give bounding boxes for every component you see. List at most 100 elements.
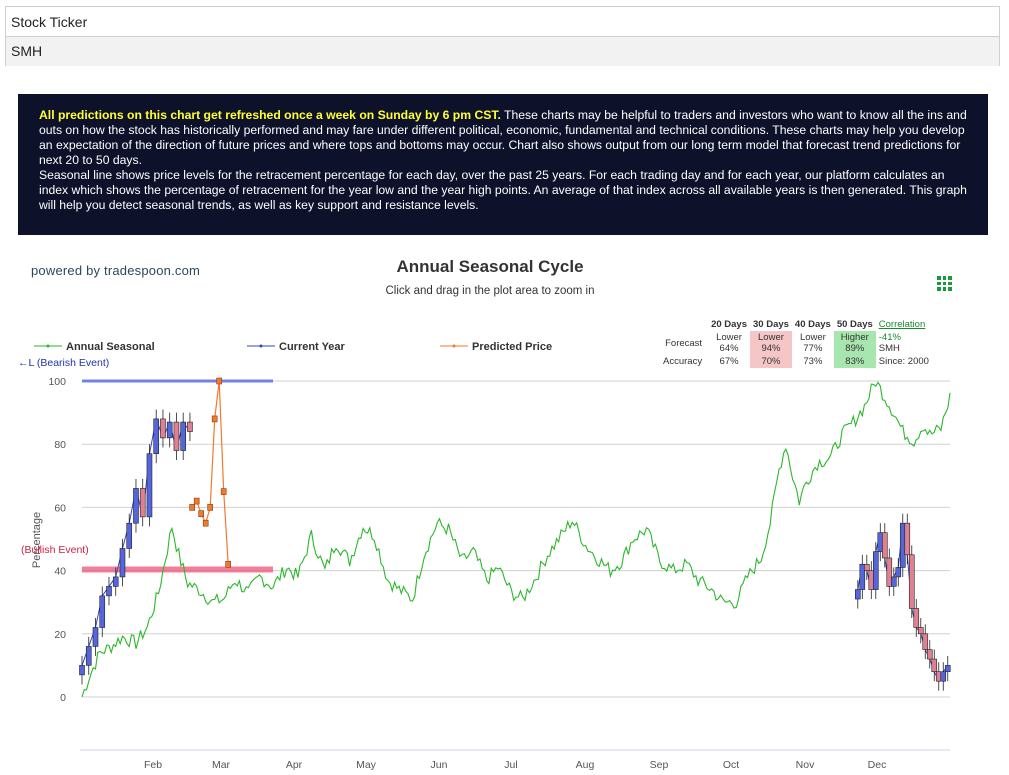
x-tick-jul: Jul bbox=[504, 759, 517, 771]
accuracy-20: 67% bbox=[719, 356, 739, 367]
forecast-50: Higher 89% bbox=[833, 331, 876, 355]
current-year-candle bbox=[126, 522, 133, 549]
legend[interactable]: Annual Seasonal Current Year Predicted P… bbox=[34, 341, 552, 353]
x-tick-aug: Aug bbox=[576, 759, 595, 771]
stats-since: Since: 2000 bbox=[878, 356, 929, 367]
series-annual-seasonal bbox=[81, 381, 951, 698]
forecast-40: Lower 77% bbox=[799, 332, 826, 354]
current-year-dec-candle bbox=[863, 563, 870, 571]
predicted-point bbox=[189, 504, 195, 511]
x-tick-apr: Apr bbox=[286, 759, 303, 771]
current-year-candle bbox=[133, 488, 139, 524]
forecast-20: Lower 64% bbox=[716, 332, 742, 354]
predicted-point bbox=[202, 519, 209, 527]
predicted-point bbox=[211, 415, 218, 423]
current-year-dec-candle bbox=[904, 522, 911, 556]
bearish-event-label: ←L (Bearish Event) bbox=[18, 357, 109, 369]
current-year-dec-candle bbox=[872, 551, 879, 590]
current-year-dec-candle bbox=[855, 589, 861, 600]
info-banner: All predictions on this chart get refres… bbox=[18, 94, 988, 235]
forecast-30: Lower 94% bbox=[750, 331, 792, 355]
correlation-value: -41% bbox=[878, 332, 901, 343]
stats-symbol: SMH bbox=[878, 343, 900, 354]
current-year-candle bbox=[153, 418, 160, 454]
stats-header-40: 40 Days bbox=[794, 319, 831, 330]
y-tick-60: 60 bbox=[54, 502, 66, 514]
y-tick-100: 100 bbox=[48, 376, 66, 388]
accuracy-label: Accuracy bbox=[663, 356, 703, 367]
ticker-panel: Stock Ticker SMH bbox=[5, 6, 1000, 66]
correlation-link[interactable]: Correlation bbox=[878, 319, 926, 330]
x-tick-feb: Feb bbox=[144, 759, 162, 771]
info-paragraph-1: All predictions on this chart get refres… bbox=[39, 108, 968, 168]
accuracy-40: 73% bbox=[803, 356, 823, 367]
y-tick-labels: 0 20 40 60 80 100 bbox=[48, 376, 66, 704]
x-tick-oct: Oct bbox=[723, 759, 739, 771]
series-current-year bbox=[79, 409, 951, 691]
powered-by-link[interactable]: powered by tradespoon.com bbox=[31, 263, 201, 278]
current-year-candle bbox=[85, 646, 92, 666]
predicted-point bbox=[207, 504, 213, 511]
current-year-candle bbox=[173, 421, 180, 451]
current-year-candle bbox=[160, 418, 166, 439]
current-year-candle bbox=[139, 488, 146, 518]
x-tick-may: May bbox=[356, 759, 377, 771]
y-axis-label: Percentage bbox=[31, 512, 43, 568]
seasonal-line bbox=[81, 381, 951, 698]
accuracy-30: 70% bbox=[750, 355, 792, 368]
x-tick-sep: Sep bbox=[650, 759, 669, 771]
event-bands bbox=[82, 379, 273, 573]
forecast-stats: 20 Days 30 Days 40 Days 50 Days Correlat… bbox=[660, 318, 932, 368]
legend-predicted-price[interactable]: Predicted Price bbox=[472, 341, 552, 353]
series-predicted-price bbox=[189, 377, 231, 568]
y-tick-0: 0 bbox=[60, 692, 66, 704]
refresh-notice: All predictions on this chart get refres… bbox=[39, 108, 501, 122]
stock-ticker-input[interactable]: SMH bbox=[6, 37, 999, 66]
chart-menu-icon[interactable] bbox=[937, 276, 952, 291]
current-year-candle bbox=[106, 586, 112, 597]
info-text-1: These charts may be helpful to traders a… bbox=[39, 108, 967, 167]
legend-annual-seasonal[interactable]: Annual Seasonal bbox=[66, 341, 155, 353]
x-tick-dec: Dec bbox=[868, 759, 887, 771]
predicted-line bbox=[191, 380, 229, 565]
x-tick-mar: Mar bbox=[212, 759, 231, 771]
y-tick-20: 20 bbox=[54, 629, 66, 641]
x-tick-labels: Feb Mar Apr May Jun Jul Aug Sep Oct Nov Dec bbox=[144, 759, 886, 771]
current-year-candle bbox=[180, 421, 186, 451]
y-tick-40: 40 bbox=[54, 566, 66, 578]
current-year-candle bbox=[119, 548, 126, 578]
current-year-dec-candle bbox=[940, 671, 947, 682]
current-year-dec-candle bbox=[859, 563, 866, 590]
current-year-dec-candle bbox=[917, 627, 924, 635]
current-year-candle bbox=[112, 576, 119, 587]
predicted-point bbox=[216, 377, 222, 385]
y-tick-80: 80 bbox=[54, 439, 66, 451]
stock-ticker-label: Stock Ticker bbox=[6, 7, 999, 37]
chart-subtitle: Click and drag in the plot area to zoom … bbox=[385, 285, 595, 297]
stats-header-50: 50 Days bbox=[836, 319, 873, 330]
current-year-dec-candle bbox=[913, 608, 920, 628]
current-year-dec-candle bbox=[895, 567, 902, 578]
info-paragraph-2: Seasonal line shows price levels for the… bbox=[39, 168, 967, 212]
current-year-dec-candle bbox=[886, 557, 893, 587]
current-year-candle bbox=[166, 421, 173, 439]
chart-title: Annual Seasonal Cycle bbox=[396, 257, 584, 276]
x-tick-nov: Nov bbox=[796, 759, 815, 771]
current-year-dec-candle bbox=[944, 665, 951, 673]
current-year-dec-candle bbox=[881, 532, 888, 559]
bullish-event-label: (Bullish Event) bbox=[21, 544, 89, 556]
y-grid bbox=[82, 380, 950, 698]
current-year-candle bbox=[146, 453, 153, 518]
current-year-candle bbox=[79, 665, 85, 676]
current-year-candle bbox=[99, 595, 106, 628]
current-year-dec-candle bbox=[908, 554, 915, 609]
current-year-dec-candle bbox=[922, 633, 929, 650]
accuracy-50: 83% bbox=[833, 355, 876, 368]
legend-current-year[interactable]: Current Year bbox=[279, 341, 346, 353]
stats-header-20: 20 Days bbox=[711, 319, 747, 330]
current-year-dec-candle bbox=[926, 649, 933, 660]
predicted-point bbox=[225, 560, 231, 568]
predicted-point bbox=[193, 497, 200, 505]
forecast-label: Forecast bbox=[665, 337, 703, 349]
